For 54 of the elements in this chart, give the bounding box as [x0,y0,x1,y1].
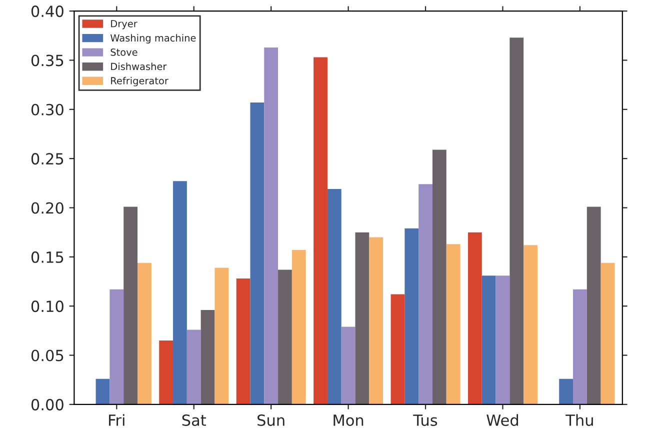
y-tick-label: 0.30 [31,104,64,116]
bar [446,244,460,404]
legend-label: Stove [110,48,138,56]
bar [341,326,356,404]
bar [418,184,432,404]
bar [314,57,328,404]
bar [559,378,574,404]
bar [278,270,292,404]
bar [250,102,264,404]
x-tick-label: Fri [109,414,124,426]
bar [159,340,174,404]
bar [124,206,138,404]
bar [292,250,306,404]
bar [264,47,278,404]
y-tick-label: 0.40 [31,6,64,18]
bar [573,289,587,404]
x-tick-label: Wed [486,414,518,426]
x-tick-label: Sun [258,414,284,426]
bar [369,237,384,404]
bar [214,268,229,404]
x-tick-label: Sat [182,414,206,426]
bar [482,276,496,404]
legend-label: Refrigerator [111,76,168,86]
bar [110,289,124,404]
bar [200,310,215,404]
legend-label: Washing machine [110,34,196,44]
bar [186,330,201,404]
bar [327,189,342,404]
bar [390,294,405,404]
y-tick-label: 0.15 [31,251,64,263]
bar [468,232,482,404]
bar [510,38,524,404]
bar [524,245,538,404]
bar [137,262,152,404]
y-tick-label: 0.20 [31,202,64,214]
bar [173,181,187,404]
y-tick-label: 0.35 [31,54,64,66]
y-tick-label: 0.10 [31,300,64,312]
bar [496,276,510,404]
bar [404,228,419,404]
x-tick-label: Mon [334,414,364,426]
legend-label: Dryer [111,20,138,30]
bar [586,206,601,404]
y-tick-label: 0.05 [31,350,64,362]
x-tick-label: Tus [413,414,438,426]
x-tick-label: Thu [566,414,593,426]
bar [236,278,250,404]
y-tick-label: 0.00 [31,398,64,410]
bar [96,378,110,404]
legend-label: Dishwasher [111,62,167,70]
y-tick-label: 0.25 [31,153,64,165]
bar [600,262,615,404]
bar [432,150,446,404]
bar [355,232,370,404]
